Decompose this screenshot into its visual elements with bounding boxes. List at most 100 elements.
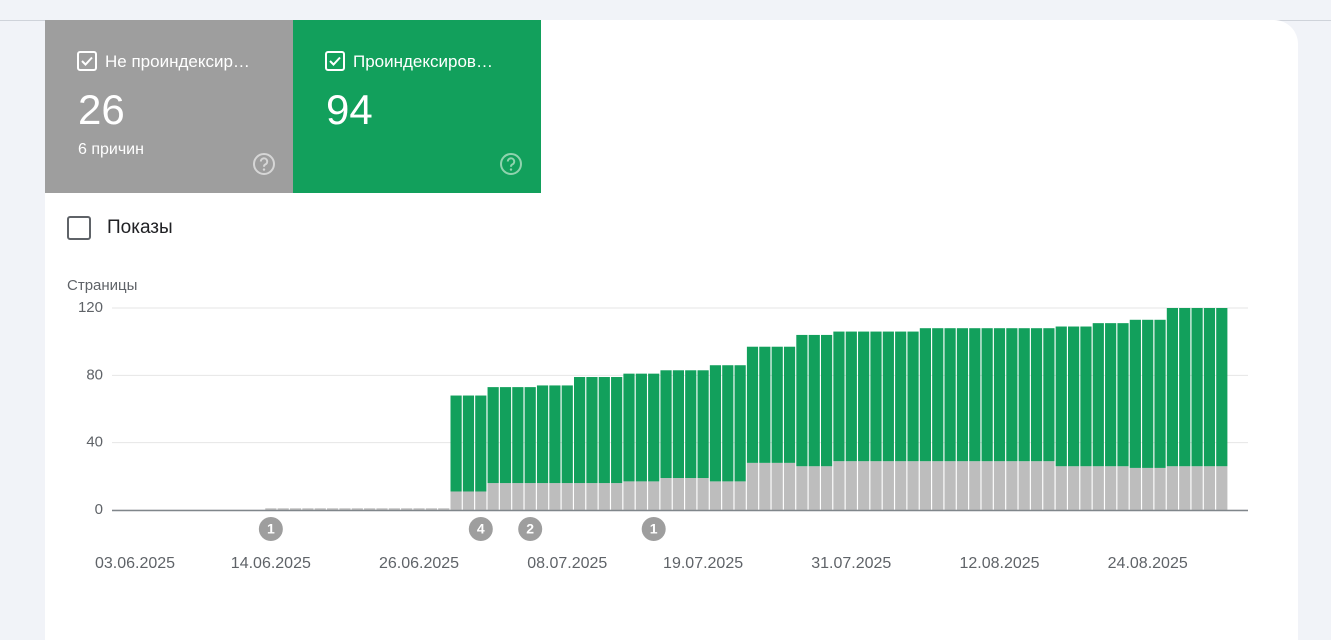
bar-segment <box>845 331 857 462</box>
bar-segment <box>462 395 475 492</box>
bar-segment <box>981 328 993 462</box>
bar-segment <box>1080 326 1092 467</box>
bar-segment <box>685 478 697 510</box>
bar-segment <box>944 461 956 510</box>
bar-segment <box>882 461 894 510</box>
card-title: Проиндексиров… <box>353 52 493 71</box>
bar-segment <box>993 461 1006 510</box>
bar-segment <box>450 395 462 492</box>
bar-segment <box>487 483 499 510</box>
bar-segment <box>672 478 684 510</box>
annotation-label: 1 <box>267 521 275 537</box>
bar-segment <box>648 373 660 482</box>
help-icon[interactable] <box>252 152 276 176</box>
bar-segment <box>1129 319 1141 468</box>
bar-segment <box>722 481 734 510</box>
bar-segment <box>697 370 709 479</box>
bar-segment <box>327 508 339 510</box>
bar-segment <box>598 377 610 484</box>
bar-segment <box>1030 461 1043 510</box>
bar-segment <box>1216 466 1228 510</box>
bar-segment <box>919 461 931 510</box>
bar-segment <box>1216 308 1228 467</box>
bar-segment <box>771 346 783 463</box>
bar-segment <box>265 508 277 510</box>
bar-segment <box>1154 319 1166 468</box>
bar-segment <box>277 508 289 510</box>
bar-segment <box>586 377 598 484</box>
checkbox-icon <box>77 51 97 71</box>
bar-segment <box>870 461 882 510</box>
bar-segment <box>462 491 475 510</box>
bar-segment <box>783 462 796 510</box>
annotation-badge <box>258 517 283 541</box>
card-value: 26 <box>78 86 125 133</box>
checkbox[interactable] <box>67 216 91 240</box>
y-tick-label: 80 <box>86 366 103 383</box>
bar-segment <box>623 373 635 482</box>
bar-segment <box>635 481 647 510</box>
bar-segment <box>1043 328 1055 462</box>
bar-segment <box>289 508 302 510</box>
x-tick-label: 08.07.2025 <box>527 555 607 572</box>
bar-segment <box>351 508 363 510</box>
bar-segment <box>969 328 981 462</box>
bar-segment <box>611 377 623 484</box>
help-icon[interactable] <box>499 152 523 176</box>
bar-segment <box>1030 328 1043 462</box>
bar-segment <box>1142 467 1154 510</box>
bar-segment <box>549 483 561 510</box>
bar-segment <box>759 462 771 510</box>
bar-segment <box>1068 326 1080 467</box>
bar-segment <box>833 461 845 510</box>
x-tick-label: 14.06.2025 <box>231 555 311 572</box>
annotation-badge <box>518 517 543 541</box>
bar-segment <box>475 491 487 510</box>
bar-segment <box>413 508 425 510</box>
bar-segment <box>1055 326 1067 467</box>
bar-segment <box>1006 328 1018 462</box>
bar-segment <box>1092 466 1104 510</box>
bar-segment <box>746 462 759 510</box>
bar-segment <box>746 346 759 463</box>
bar-segment <box>1006 461 1018 510</box>
x-tick-label: 12.08.2025 <box>959 555 1039 572</box>
bar-segment <box>1018 328 1030 462</box>
bar-segment <box>771 462 783 510</box>
bar-segment <box>648 481 660 510</box>
bar-segment <box>1092 323 1104 467</box>
not-indexed-card[interactable]: Не проиндексир… 26 6 причин <box>45 20 293 193</box>
checkbox-label[interactable]: Показы <box>107 217 173 238</box>
panel: Не проиндексир… 26 6 причин Проиндексиро… <box>45 20 1298 640</box>
bar-segment <box>895 461 907 510</box>
bar-segment <box>438 508 450 510</box>
bar-segment <box>882 331 894 462</box>
annotation-label: 4 <box>477 521 485 537</box>
bar-segment <box>475 395 487 492</box>
bar-segment <box>512 387 524 484</box>
bar-segment <box>376 508 388 510</box>
y-tick-label: 120 <box>78 299 103 316</box>
bar-segment <box>623 481 635 510</box>
bar-segment <box>796 334 808 467</box>
bar-segment <box>956 328 969 462</box>
bar-segment <box>833 331 845 462</box>
bar-segment <box>1203 308 1216 467</box>
bar-segment <box>734 481 746 510</box>
bar-segment <box>919 328 931 462</box>
bar-segment <box>783 346 796 463</box>
bar-segment <box>956 461 969 510</box>
bar-segment <box>660 370 672 479</box>
bar-segment <box>1154 467 1166 510</box>
bar-segment <box>561 385 573 484</box>
indexed-card[interactable]: Проиндексиров… 94 <box>293 20 541 193</box>
bar-segment <box>907 331 919 462</box>
bar-segment <box>1117 323 1129 467</box>
bar-segment <box>611 483 623 510</box>
bar-segment <box>821 466 833 510</box>
bar-segment <box>536 483 549 510</box>
bar-segment <box>858 461 870 510</box>
bar-segment <box>314 508 326 510</box>
